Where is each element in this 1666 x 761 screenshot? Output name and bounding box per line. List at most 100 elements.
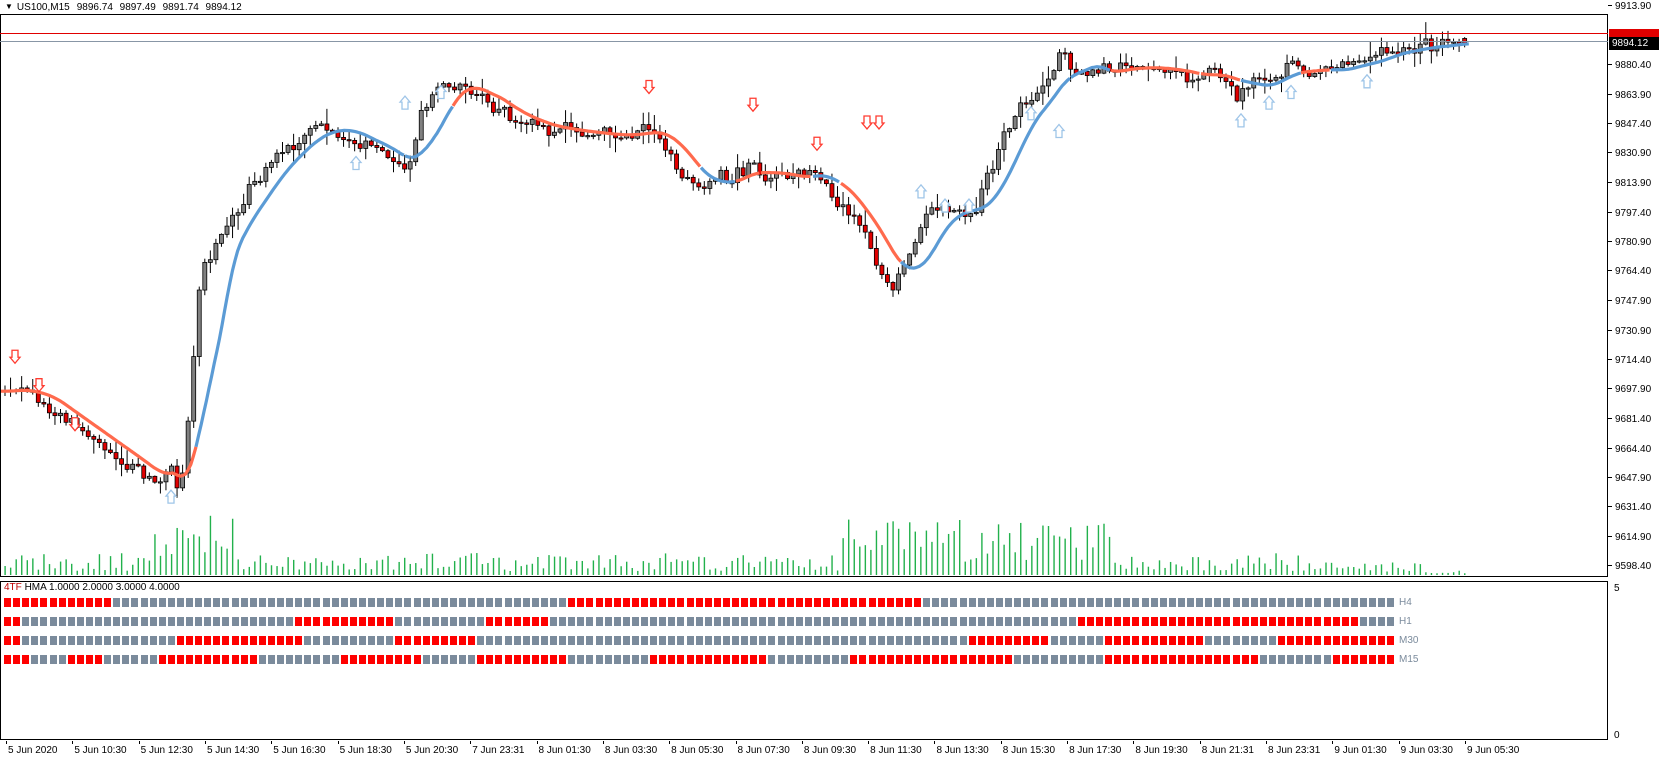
caret-down-icon[interactable]: ▼ — [5, 2, 13, 11]
tf-dot — [695, 655, 703, 664]
tf-dot — [195, 598, 203, 607]
tf-dot — [641, 598, 648, 607]
price-tick: 9697.90 — [1608, 385, 1651, 395]
tf-dot — [786, 636, 794, 645]
tf-dot — [349, 636, 357, 645]
tf-dot — [277, 598, 284, 607]
tf-dot — [1096, 617, 1103, 626]
price-series-svg — [1, 22, 1469, 575]
tf-dot — [641, 617, 648, 626]
tf-dot — [386, 598, 394, 607]
tf-dot — [795, 655, 803, 664]
tf-dot — [932, 636, 940, 645]
tf-dot — [1123, 655, 1131, 664]
tf-dot — [786, 617, 794, 626]
tf-dot — [404, 617, 412, 626]
tf-dot — [422, 636, 430, 645]
tf-dot — [222, 636, 230, 645]
tf-dot — [213, 617, 221, 626]
tf-dot — [422, 617, 430, 626]
tf-dot — [277, 636, 284, 645]
tf-dot — [813, 636, 821, 645]
tf-dot — [267, 655, 275, 664]
tf-dot — [1223, 598, 1231, 607]
tf-dot — [1241, 655, 1249, 664]
tf-dot — [213, 655, 221, 664]
tf-dot — [895, 617, 903, 626]
tf-dot — [859, 617, 867, 626]
tf-dot — [668, 636, 676, 645]
tf-dot — [113, 617, 121, 626]
tf-dot — [395, 655, 403, 664]
bid-price-tag — [1609, 29, 1659, 39]
tf-dot — [677, 617, 685, 626]
tf-dot — [431, 636, 439, 645]
tf-dot — [1196, 636, 1204, 645]
tf-dot — [914, 655, 921, 664]
tf-dot — [240, 598, 248, 607]
current-price-tag: 9894.12 — [1609, 37, 1659, 51]
time-axis[interactable]: 5 Jun 2020 5 Jun 10:30 5 Jun 12:30 5 Jun 14… — [0, 741, 1608, 761]
tf-dot — [550, 617, 557, 626]
indicator-pane[interactable]: H4 H1 M30 M15 — [0, 581, 1608, 740]
ohlc-values: 9896.74 9897.49 9891.74 9894.12 — [77, 2, 246, 13]
tf-dot — [313, 655, 321, 664]
tf-dot — [204, 617, 212, 626]
tf-dot — [841, 617, 849, 626]
tf-dot — [85, 617, 93, 626]
tf-dot — [540, 636, 548, 645]
tf-dot — [422, 598, 430, 607]
price-chart-pane[interactable] — [0, 14, 1608, 577]
tf-dot — [641, 655, 648, 664]
tf-dot — [1196, 655, 1204, 664]
tf-dot — [13, 617, 21, 626]
tf-dot — [1150, 655, 1158, 664]
tf-dot — [149, 655, 157, 664]
tf-dot — [586, 598, 594, 607]
tf-dot — [1014, 617, 1022, 626]
tf-dot — [1077, 598, 1085, 607]
tf-dot — [22, 617, 30, 626]
tf-dot — [713, 636, 721, 645]
tf-dot — [914, 617, 921, 626]
tf-dot — [277, 655, 284, 664]
time-tick-mark — [735, 741, 737, 744]
tf-dot — [568, 617, 576, 626]
tf-dot — [841, 655, 849, 664]
price-tick: 9714.40 — [1608, 356, 1651, 366]
tf-dot — [823, 636, 830, 645]
tf-dot — [559, 636, 567, 645]
price-tick: 9614.90 — [1608, 532, 1651, 543]
tf-dot — [777, 636, 785, 645]
tf-dot — [768, 655, 776, 664]
tf-dot — [995, 636, 1003, 645]
tf-dot — [886, 617, 894, 626]
tf-dot — [877, 617, 885, 626]
tf-dot — [1096, 636, 1103, 645]
tf-dot — [750, 598, 758, 607]
tf-dot — [1059, 598, 1067, 607]
tf-dot — [704, 598, 712, 607]
tf-dot — [950, 636, 958, 645]
tf-dot — [49, 617, 57, 626]
tf-dot — [1141, 655, 1149, 664]
tf-dot — [1378, 636, 1386, 645]
tf-dot — [486, 636, 494, 645]
price-scale[interactable]: 9913.90 9880.40 9863.90 9847.40 9830.90 9813.… — [1608, 2, 1666, 577]
tf-dot — [977, 617, 985, 626]
tf-dot — [468, 636, 476, 645]
time-tick-label: 7 Jun 23:31 — [472, 745, 525, 756]
tf-dot — [531, 617, 539, 626]
tf-dot — [313, 636, 321, 645]
tf-dot — [1123, 636, 1131, 645]
tf-dot — [513, 655, 521, 664]
tf-dot — [577, 636, 585, 645]
tf-dot — [158, 636, 166, 645]
tf-dot — [1114, 636, 1122, 645]
tf-dot — [659, 655, 667, 664]
tf-dot — [877, 655, 885, 664]
tf-dot — [1305, 636, 1313, 645]
tf-dot — [58, 598, 66, 607]
time-tick-mark — [1266, 741, 1268, 744]
tf-dot — [1159, 655, 1167, 664]
